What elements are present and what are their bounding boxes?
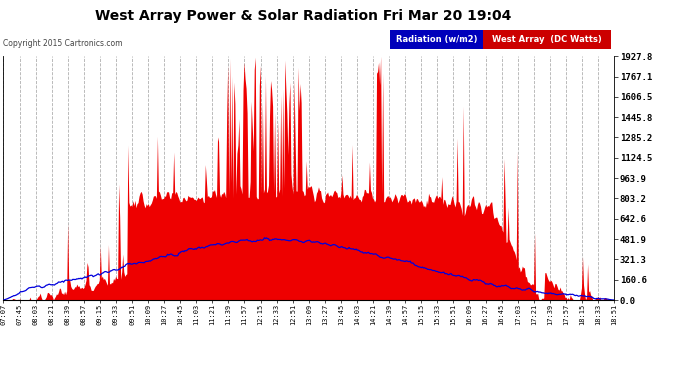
Text: Copyright 2015 Cartronics.com: Copyright 2015 Cartronics.com [3, 39, 123, 48]
Text: West Array Power & Solar Radiation Fri Mar 20 19:04: West Array Power & Solar Radiation Fri M… [95, 9, 512, 23]
Text: West Array  (DC Watts): West Array (DC Watts) [492, 35, 602, 44]
Text: Radiation (w/m2): Radiation (w/m2) [395, 35, 477, 44]
